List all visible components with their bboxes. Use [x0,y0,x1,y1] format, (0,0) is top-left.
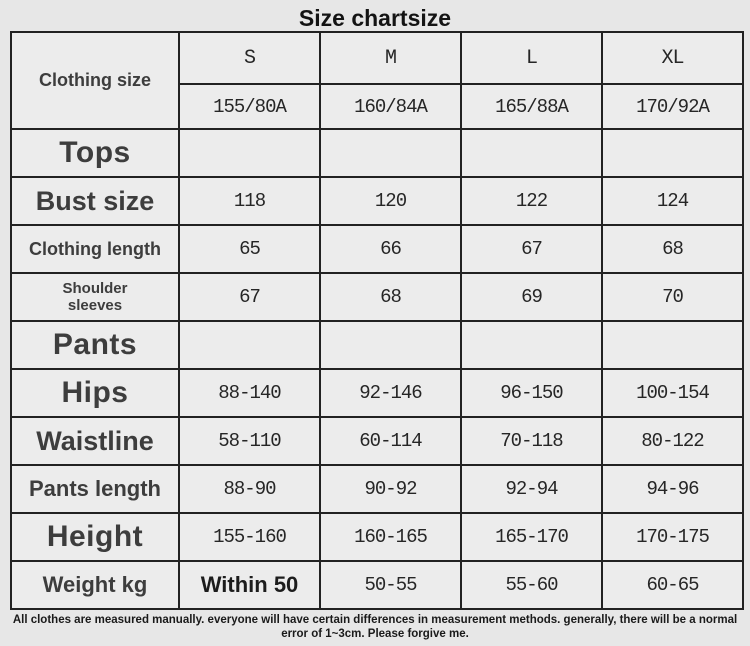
size-header-m: M [319,31,462,85]
page-title: Size chartsize [298,5,452,31]
table-row-tops-section: Tops [10,128,744,178]
section-label-tops: Tops [10,128,180,178]
cell-value: 60-65 [601,560,744,610]
table-row-size-codes: 155/80A 160/84A 165/88A 170/92A [11,83,744,130]
cell-value [319,128,462,178]
row-label-bust-size: Bust size [10,176,180,226]
size-header-s: S [178,31,321,85]
row-label-clothing-length: Clothing length [10,224,180,274]
row-label-height: Height [10,512,180,562]
cell-value: 67 [460,224,603,274]
cell-value: 68 [319,272,462,322]
size-header-xl: XL [601,31,744,85]
size-code-s: 155/80A [178,83,321,130]
cell-value [601,128,744,178]
size-code-xl: 170/92A [601,83,744,130]
size-code-l: 165/88A [460,83,603,130]
row-label-waistline: Waistline [10,416,180,466]
table-row-pants-section: Pants [10,320,744,370]
cell-value: 94-96 [601,464,744,514]
disclaimer-text: All clothes are measured manually. every… [12,614,738,641]
table-row-pants-length: Pants length 88-90 90-92 92-94 94-96 [10,464,744,514]
cell-value: 118 [178,176,321,226]
size-code-m: 160/84A [319,83,462,130]
table-row-weight: Weight kg Within 50 50-55 55-60 60-65 [10,560,744,610]
cell-value: 120 [319,176,462,226]
row-label-text: Shoulder sleeves [62,279,128,314]
table-row-height: Height 155-160 160-165 165-170 170-175 [10,512,744,562]
cell-value: 70-118 [460,416,603,466]
cell-value: 92-94 [460,464,603,514]
cell-value: 70 [601,272,744,322]
cell-value: 96-150 [460,368,603,418]
cell-value [178,128,321,178]
corner-header-clothing-size: Clothing size [10,31,180,130]
size-header-l: L [460,31,603,85]
cell-value: 80-122 [601,416,744,466]
row-label-shoulder-sleeves: Shoulder sleeves [10,272,180,322]
cell-value [319,320,462,370]
section-label-pants: Pants [10,320,180,370]
cell-value: 100-154 [601,368,744,418]
table-row-bust-size: Bust size 118 120 122 124 [10,176,744,226]
cell-value: 69 [460,272,603,322]
cell-value: 155-160 [178,512,321,562]
cell-value: 65 [178,224,321,274]
cell-value: 92-146 [319,368,462,418]
cell-value: 50-55 [319,560,462,610]
cell-value: 68 [601,224,744,274]
cell-value-within-50: Within 50 [178,560,321,610]
row-label-hips: Hips [10,368,180,418]
cell-value: 67 [178,272,321,322]
cell-value [601,320,744,370]
table-row-size-letters: Clothing size S M L XL [10,31,744,130]
cell-value: 124 [601,176,744,226]
cell-value: 160-165 [319,512,462,562]
cell-value: 122 [460,176,603,226]
cell-value: 88-140 [178,368,321,418]
cell-value: 88-90 [178,464,321,514]
table-row-shoulder-sleeves: Shoulder sleeves 67 68 69 70 [10,272,744,322]
cell-value [178,320,321,370]
cell-value: 165-170 [460,512,603,562]
cell-value: 66 [319,224,462,274]
table-row-waistline: Waistline 58-110 60-114 70-118 80-122 [10,416,744,466]
cell-value: 170-175 [601,512,744,562]
cell-value [460,320,603,370]
cell-value: 60-114 [319,416,462,466]
table-row-hips: Hips 88-140 92-146 96-150 100-154 [10,368,744,418]
cell-value: 55-60 [460,560,603,610]
cell-value: 90-92 [319,464,462,514]
table-row-clothing-length: Clothing length 65 66 67 68 [10,224,744,274]
row-label-weight-kg: Weight kg [10,560,180,610]
cell-value: 58-110 [178,416,321,466]
row-label-pants-length: Pants length [10,464,180,514]
cell-value [460,128,603,178]
size-chart-table: Clothing size S M L XL 155/80A 160/84A 1… [10,31,744,610]
